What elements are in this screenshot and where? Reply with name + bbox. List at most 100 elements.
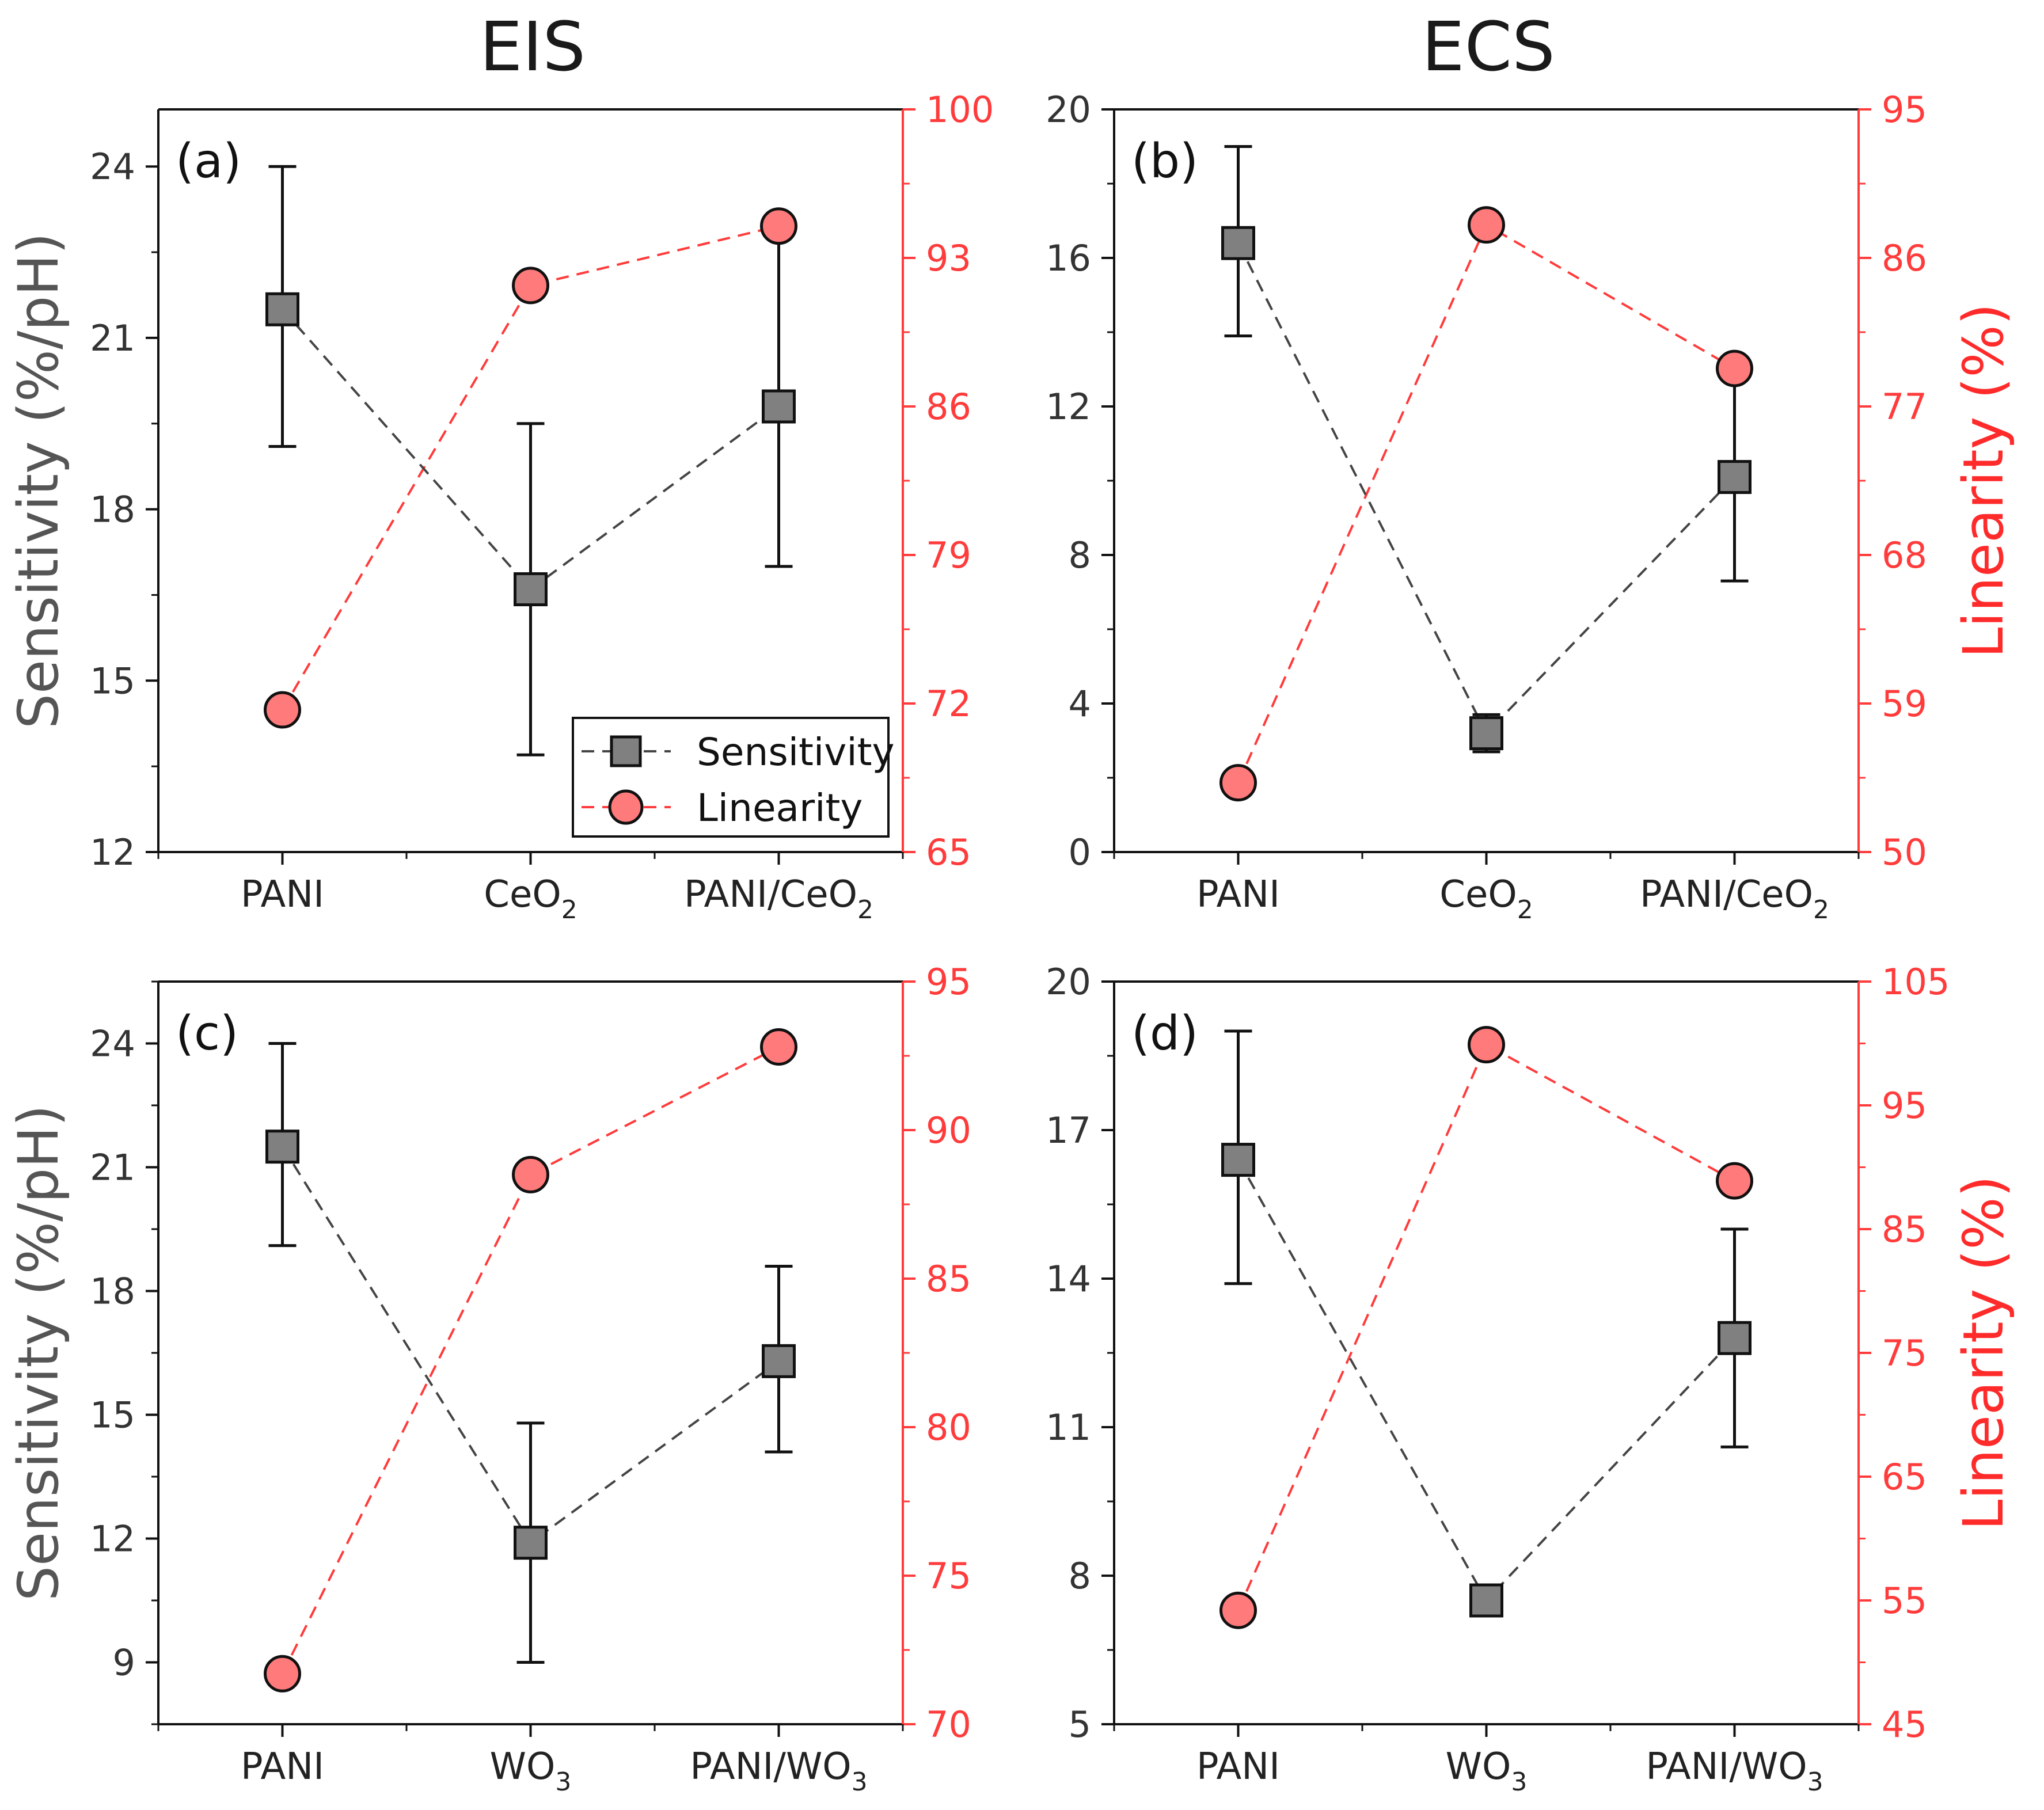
- sensitivity-point: [514, 572, 548, 607]
- x-tick-label: PANI/CeO2: [684, 873, 873, 925]
- x-tick-label-main: WO: [490, 1746, 556, 1788]
- y-axis-title: Sensitivity (%/pH): [6, 1105, 71, 1601]
- x-tick-label-main: PANI/WO: [690, 1746, 851, 1788]
- right-tick-label: 68: [1882, 534, 1927, 576]
- x-tick-label: CeO2: [484, 873, 577, 925]
- y2-axis-title: Linearity (%): [1951, 1176, 2016, 1530]
- right-tick-label: 95: [1882, 1085, 1927, 1127]
- right-tick-label: 45: [1882, 1703, 1927, 1746]
- x-tick-label-subscript: 3: [555, 1767, 571, 1797]
- linearity-point: [1468, 1026, 1505, 1064]
- x-tick-label-main: PANI/CeO: [1640, 873, 1813, 916]
- y2-axis-title: Linearity (%): [1951, 303, 2016, 658]
- right-tick-label: 93: [926, 237, 971, 279]
- sensitivity-point: [1718, 1321, 1752, 1355]
- linearity-point: [1219, 1591, 1257, 1629]
- linearity-point: [264, 1655, 301, 1693]
- left-tick-label: 20: [1046, 961, 1091, 1003]
- x-tick-label: WO3: [490, 1746, 572, 1797]
- left-tick-label: 0: [1069, 831, 1091, 873]
- sensitivity-series-line: [1237, 242, 1735, 736]
- linearity-point: [512, 267, 549, 305]
- x-tick-label-subscript: 2: [561, 895, 578, 925]
- right-tick-label: 90: [926, 1109, 971, 1151]
- x-tick-label-main: PANI/CeO: [684, 873, 857, 916]
- left-tick-label: 17: [1046, 1109, 1091, 1151]
- right-tick-label: 95: [926, 961, 971, 1003]
- column-title-eis: EIS: [480, 7, 586, 86]
- linearity-point: [760, 207, 797, 245]
- x-tick-label-subscript: 3: [1511, 1767, 1527, 1797]
- linearity-point: [1716, 1162, 1753, 1200]
- sensitivity-point: [1469, 1583, 1503, 1618]
- x-tick-label: WO3: [1446, 1746, 1528, 1797]
- sensitivity-point: [1221, 1143, 1255, 1177]
- sensitivity-point: [762, 1344, 796, 1378]
- x-tick-label-main: CeO: [484, 873, 561, 916]
- left-tick-label: 24: [90, 1023, 135, 1065]
- y-axis-title: Sensitivity (%/pH): [6, 233, 71, 729]
- left-tick-label: 4: [1069, 683, 1091, 725]
- legend-label-linearity: Linearity: [697, 786, 863, 830]
- left-tick-label: 18: [90, 1271, 135, 1313]
- left-tick-label: 20: [1046, 89, 1091, 131]
- x-tick-label: PANI: [1196, 1746, 1280, 1788]
- column-title-ecs: ECS: [1422, 7, 1555, 86]
- x-tick-label: PANI: [241, 1746, 324, 1788]
- right-tick-label: 85: [1882, 1208, 1927, 1250]
- x-tick-label-main: PANI: [1196, 1746, 1280, 1788]
- x-tick-label-main: WO: [1446, 1746, 1511, 1788]
- panel-label: (c): [176, 1006, 238, 1061]
- right-tick-label: 85: [926, 1258, 971, 1300]
- sensitivity-point: [1221, 226, 1255, 260]
- right-tick-label: 59: [1882, 683, 1927, 725]
- legend-label-sensitivity: Sensitivity: [697, 730, 895, 774]
- right-tick-label: 75: [1882, 1332, 1927, 1374]
- right-tick-label: 75: [926, 1555, 971, 1597]
- left-tick-label: 24: [90, 146, 135, 188]
- right-tick-label: 70: [926, 1703, 971, 1746]
- left-tick-label: 21: [90, 1147, 135, 1189]
- x-tick-label: PANI/CeO2: [1640, 873, 1829, 925]
- sensitivity-point: [265, 1130, 299, 1164]
- left-tick-label: 15: [90, 660, 135, 702]
- x-tick-label: PANI: [241, 873, 324, 916]
- legend: Sensitivity Linearity: [572, 717, 895, 838]
- left-tick-label: 14: [1046, 1258, 1091, 1300]
- x-tick-label-main: PANI: [1196, 873, 1280, 916]
- x-tick-label-subscript: 2: [1813, 895, 1829, 925]
- x-tick-label-subscript: 3: [1807, 1767, 1823, 1797]
- panel-label: (a): [176, 134, 241, 189]
- sensitivity-point: [514, 1526, 548, 1560]
- left-tick-label: 21: [90, 317, 135, 359]
- linearity-point: [1468, 206, 1505, 244]
- left-tick-label: 12: [1046, 386, 1091, 428]
- sensitivity-point: [1469, 716, 1503, 751]
- legend-sensitivity-marker: [610, 735, 642, 767]
- sensitivity-series-line: [1237, 1159, 1735, 1603]
- linearity-point: [512, 1155, 549, 1193]
- x-tick-label-main: CeO: [1439, 873, 1517, 916]
- left-tick-label: 16: [1046, 237, 1091, 279]
- left-tick-label: 8: [1069, 534, 1091, 576]
- right-tick-label: 80: [926, 1406, 971, 1448]
- x-tick-label-main: PANI: [241, 873, 324, 916]
- x-tick-label-subscript: 3: [852, 1767, 868, 1797]
- right-tick-label: 65: [1882, 1456, 1927, 1498]
- linearity-series-line: [1237, 1043, 1735, 1611]
- right-tick-label: 86: [926, 386, 971, 428]
- right-tick-label: 77: [1882, 386, 1927, 428]
- panel-label: (d): [1131, 1006, 1198, 1061]
- sensitivity-point: [1718, 460, 1752, 495]
- x-tick-label-main: PANI/WO: [1646, 1746, 1807, 1788]
- x-tick-label: PANI/WO3: [1646, 1746, 1823, 1797]
- linearity-point: [760, 1028, 797, 1066]
- left-tick-label: 8: [1069, 1555, 1091, 1597]
- left-tick-label: 12: [90, 1518, 135, 1560]
- left-tick-label: 5: [1069, 1703, 1091, 1746]
